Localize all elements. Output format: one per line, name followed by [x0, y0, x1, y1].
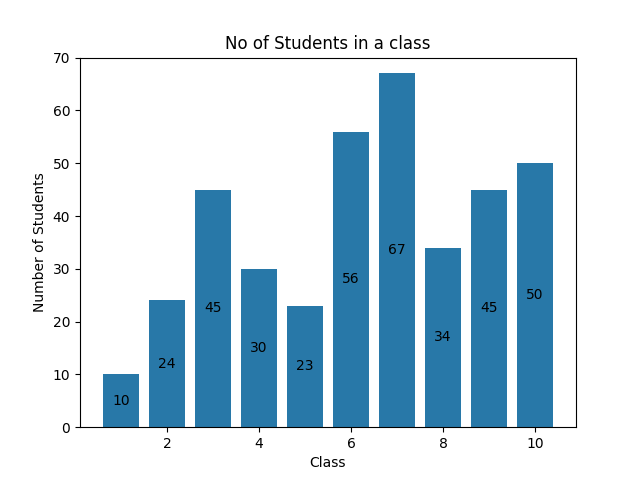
Text: 10: 10 [112, 394, 130, 408]
Text: 50: 50 [526, 288, 544, 302]
Text: 56: 56 [342, 272, 360, 287]
Bar [102, 374, 140, 427]
Text: 45: 45 [204, 301, 221, 315]
Y-axis label: Number of Students: Number of Students [33, 172, 47, 312]
Text: 45: 45 [480, 301, 498, 315]
Bar [516, 163, 554, 427]
Bar [241, 269, 277, 427]
Text: 24: 24 [158, 357, 176, 371]
Text: 30: 30 [250, 341, 268, 355]
Bar [148, 300, 186, 427]
Text: 34: 34 [435, 330, 452, 345]
Text: 23: 23 [296, 360, 314, 373]
Bar [287, 306, 323, 427]
Bar [424, 248, 461, 427]
X-axis label: Class: Class [310, 456, 346, 470]
Title: No of Students in a class: No of Students in a class [225, 35, 431, 53]
Bar [195, 190, 232, 427]
Bar [379, 73, 415, 427]
Bar [470, 190, 508, 427]
Bar [333, 132, 369, 427]
Text: 67: 67 [388, 243, 406, 257]
